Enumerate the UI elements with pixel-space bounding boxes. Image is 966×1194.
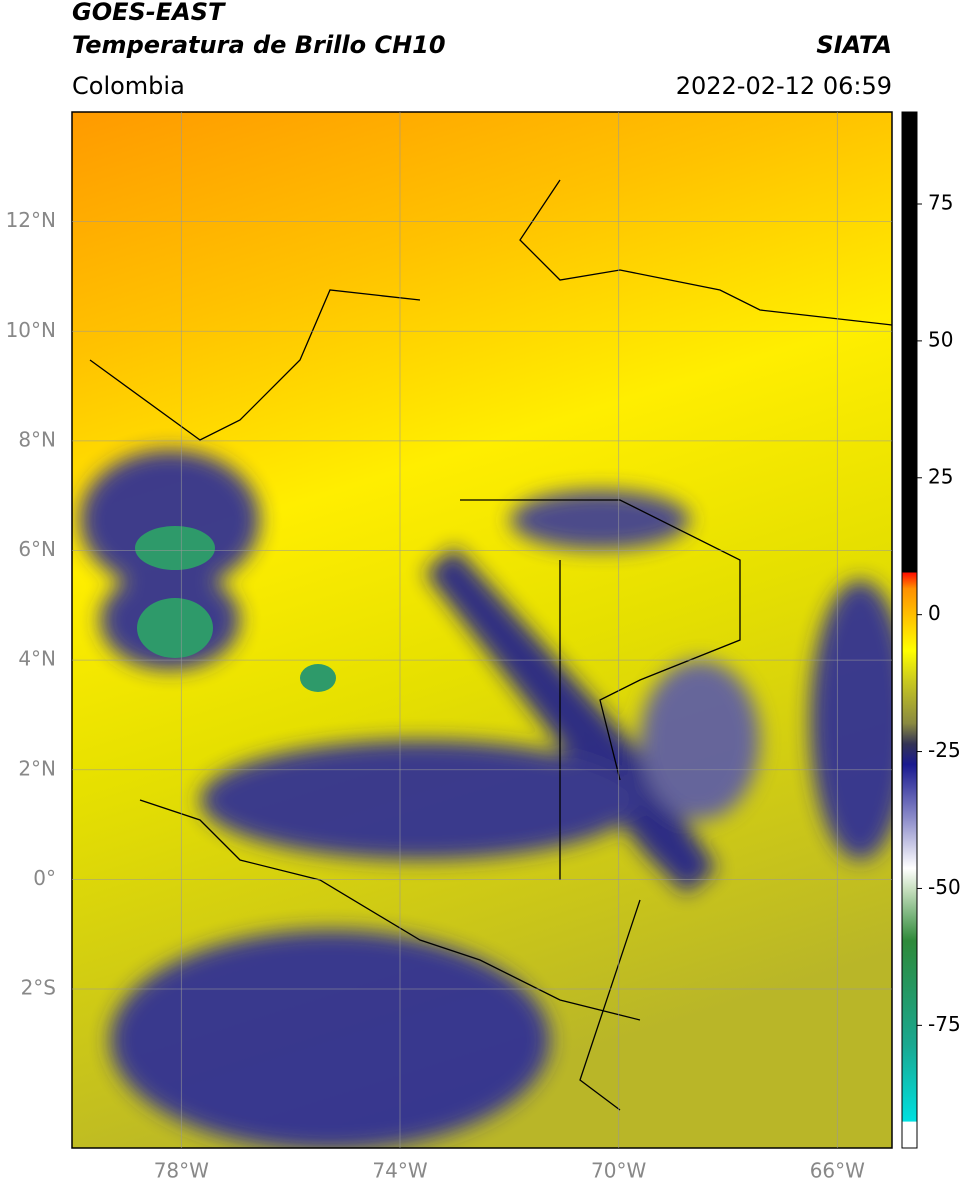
x-tick-label: 74°W (372, 1159, 427, 1183)
y-tick-label: 8°N (18, 427, 56, 451)
colorbar-tick-label: -50 (928, 875, 961, 899)
y-tick-label: 6°N (18, 537, 56, 561)
y-tick-label: 2°N (18, 756, 56, 780)
source: SIATA (816, 31, 892, 59)
y-tick-label: 12°N (6, 208, 56, 232)
y-tick-label: 2°S (21, 976, 56, 1000)
y-tick-label: 10°N (6, 318, 56, 342)
map-frame (71, 111, 893, 1149)
datetime: 2022-02-12 06:59 (676, 72, 892, 100)
colorbar-tick-label: 25 (928, 464, 953, 488)
y-tick-label: 4°N (18, 647, 56, 671)
colorbar-tick-label: -25 (928, 738, 961, 762)
colorbar-tick-label: -75 (928, 1012, 961, 1036)
y-tick-label: 0° (33, 866, 56, 890)
title: GOES-EAST (72, 0, 226, 26)
region: Colombia (72, 72, 185, 100)
colorbar (901, 111, 918, 1149)
colorbar-tick-label: 50 (928, 327, 953, 351)
x-tick-label: 70°W (591, 1159, 646, 1183)
colorbar-tick-label: 75 (928, 190, 953, 214)
colorbar-tick-label: 0 (928, 601, 941, 625)
satellite-image (72, 112, 892, 1148)
x-tick-label: 78°W (154, 1159, 209, 1183)
x-tick-label: 66°W (810, 1159, 865, 1183)
subtitle: Temperatura de Brillo CH10 (72, 31, 446, 59)
